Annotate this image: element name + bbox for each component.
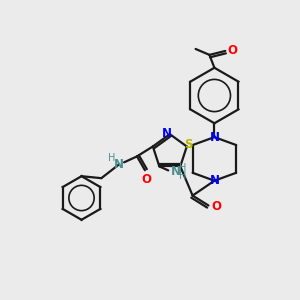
- Text: O: O: [212, 200, 221, 213]
- Text: N: N: [209, 130, 219, 144]
- Text: H: H: [108, 153, 115, 164]
- Text: H: H: [179, 171, 186, 181]
- Text: S: S: [184, 138, 193, 151]
- Text: N: N: [114, 158, 124, 171]
- Text: N: N: [162, 127, 172, 140]
- Text: N: N: [209, 174, 219, 187]
- Text: O: O: [227, 44, 237, 57]
- Text: O: O: [141, 173, 151, 186]
- Text: H: H: [179, 164, 186, 173]
- Text: N: N: [171, 165, 181, 178]
